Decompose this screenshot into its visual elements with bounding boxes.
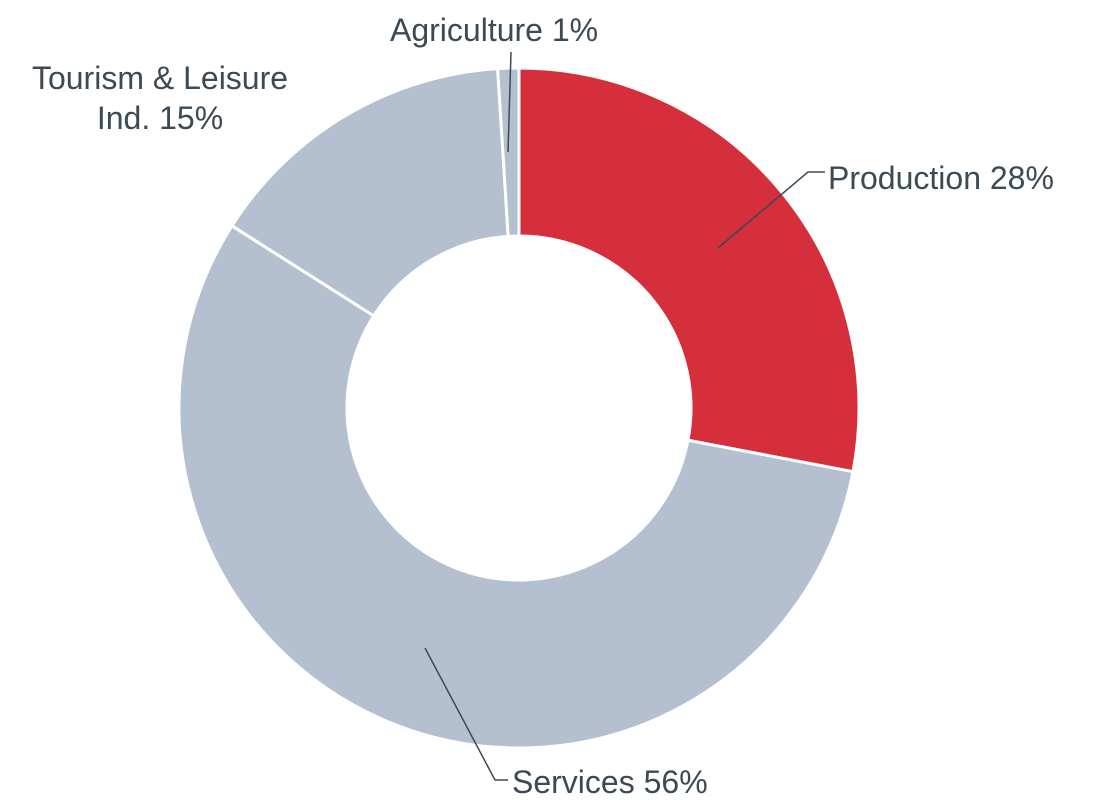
label-value: 1% [551,12,599,48]
leader-line [717,171,825,249]
slice-label: Services 56% [512,762,708,800]
slice [496,66,521,238]
leader-line [507,51,512,153]
slice [517,66,861,474]
label-value: 56% [643,764,708,800]
slice [229,67,510,318]
label-name: Tourism & Leisure Ind. [31,60,289,136]
label-name: Production [828,160,981,196]
leader-line [424,647,508,781]
slice [177,223,855,750]
label-name: Services [512,764,635,800]
label-value: 28% [989,160,1054,196]
slice-label: Agriculture 1% [390,10,598,50]
label-name: Agriculture [390,12,543,48]
slice-label: Production 28% [828,158,1054,198]
slices [177,66,861,750]
slice-label: Tourism & Leisure Ind. 15% [5,58,315,138]
label-value: 15% [159,100,224,136]
